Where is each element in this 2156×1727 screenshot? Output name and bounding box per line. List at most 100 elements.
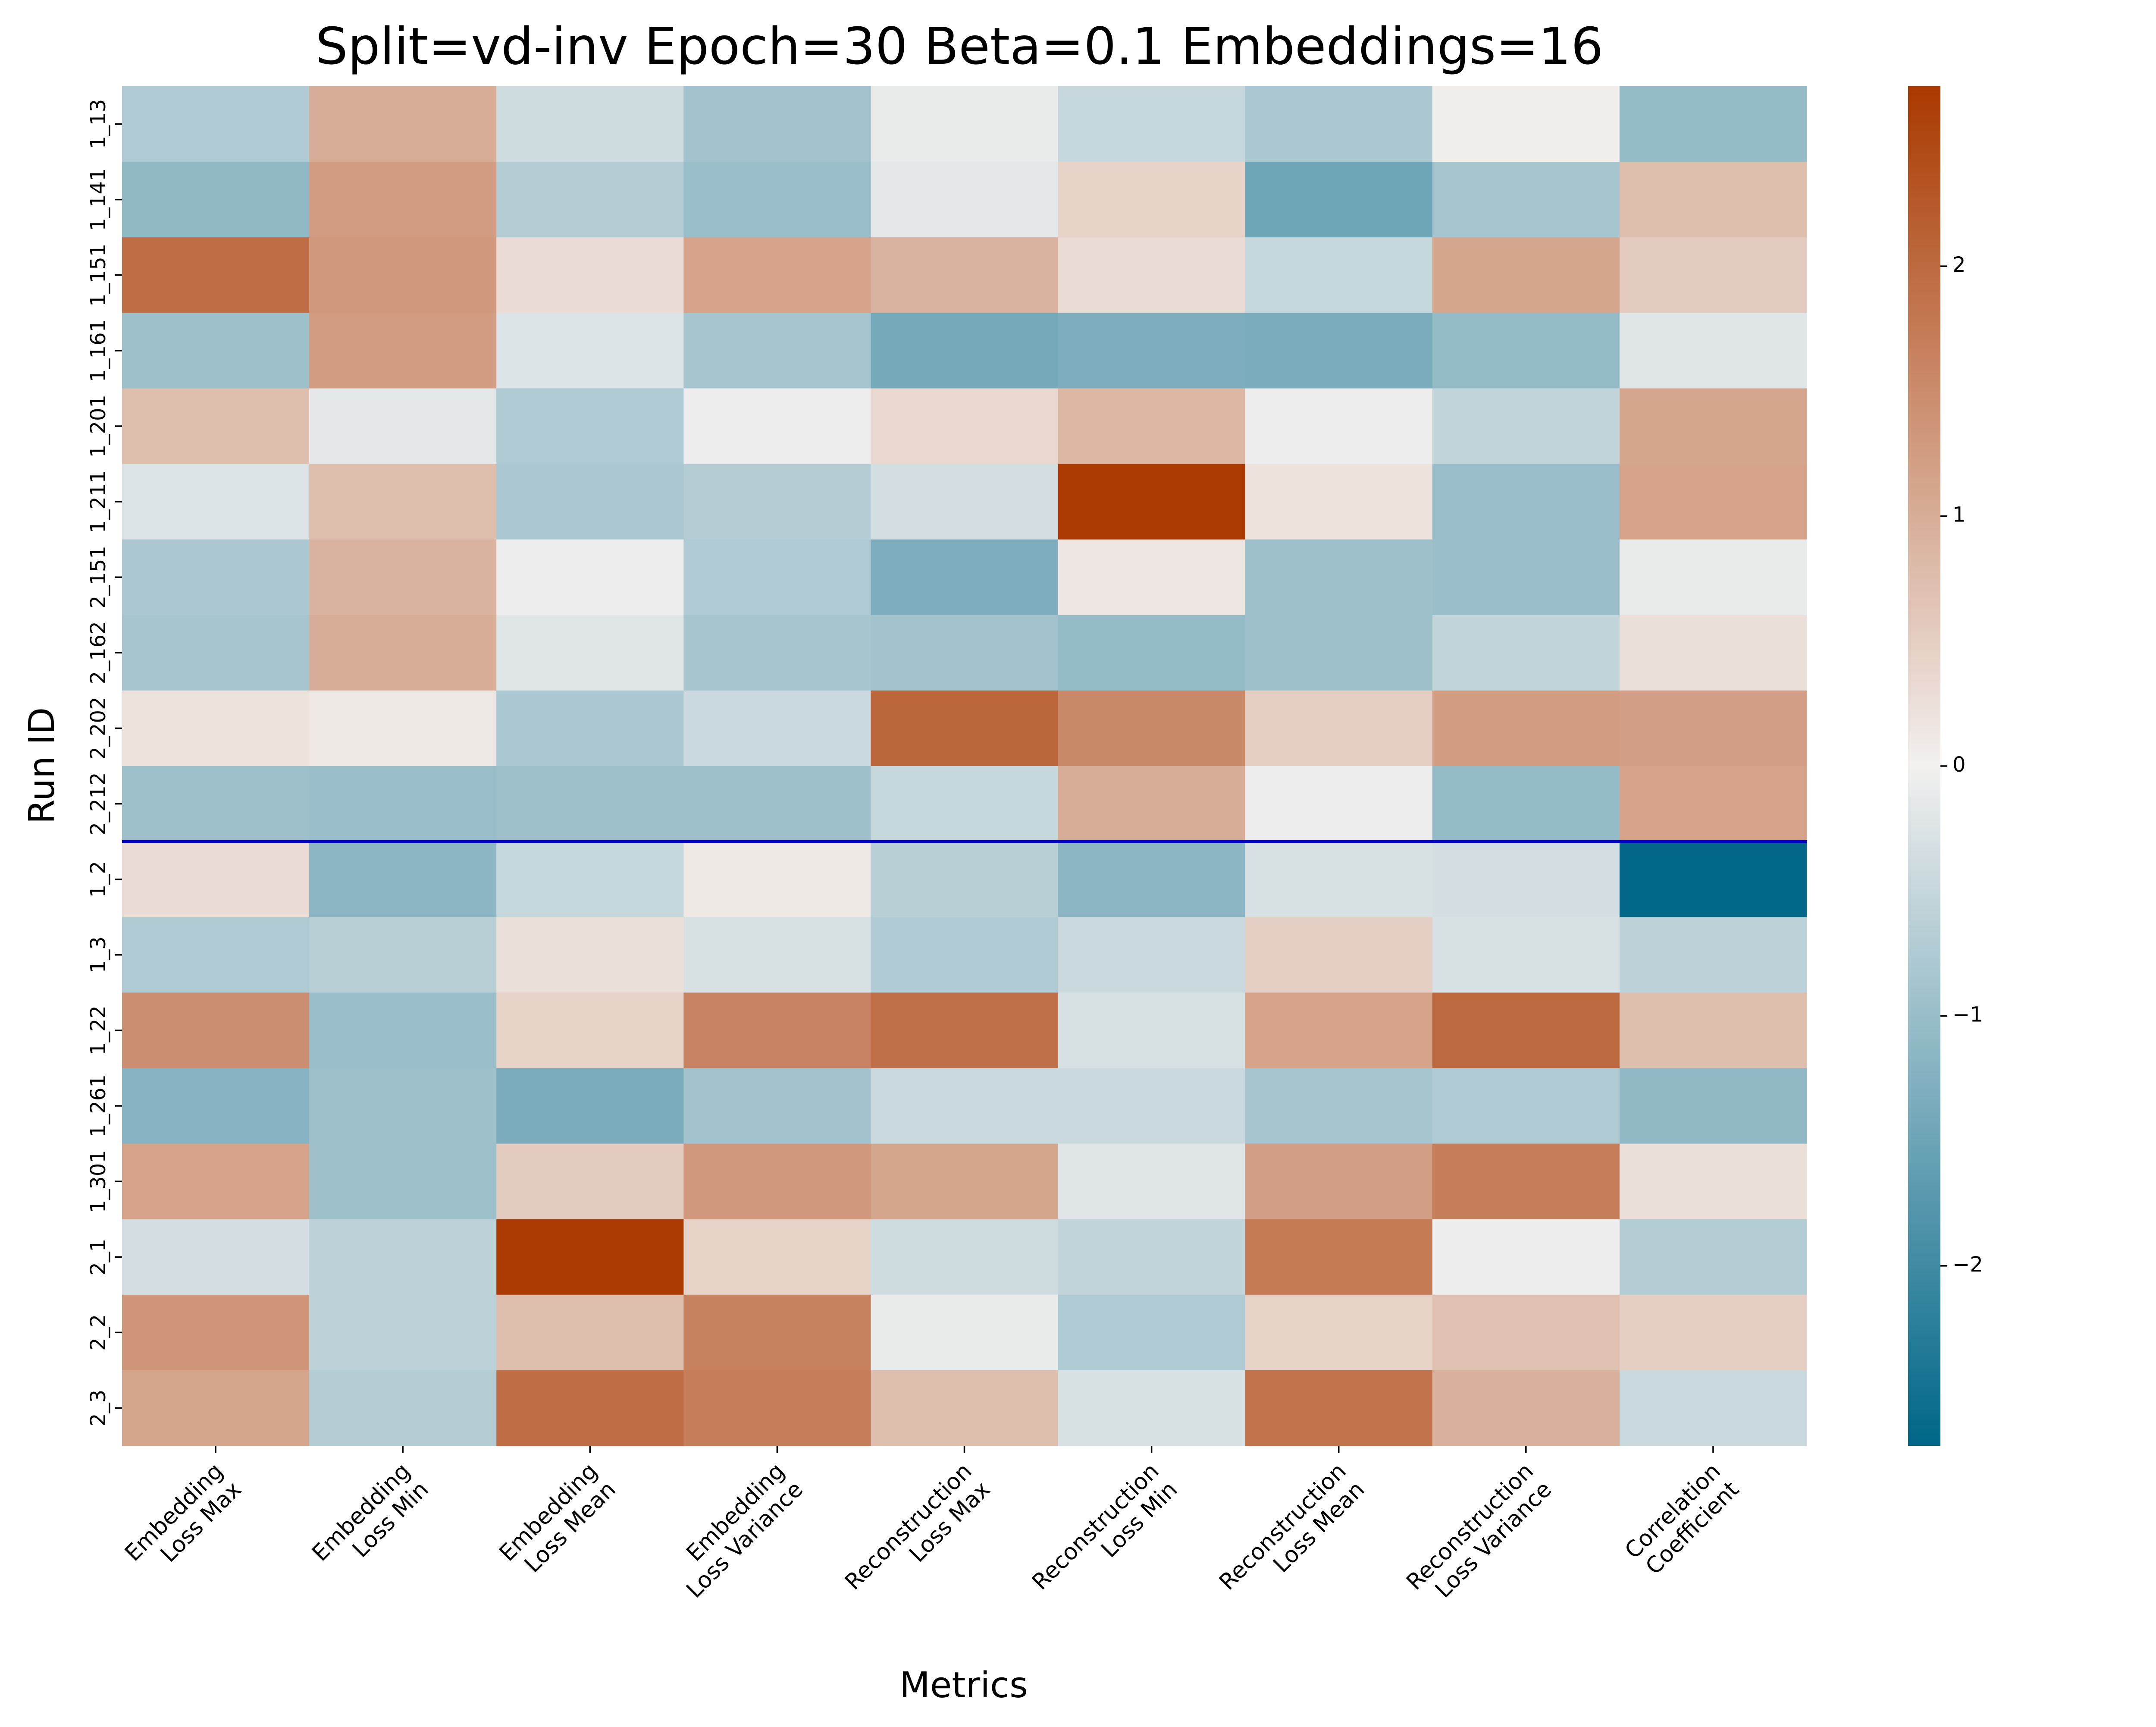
heatmap-cell [496,162,684,238]
heatmap-cell [122,388,310,465]
heatmap-cell [871,1370,1059,1446]
heatmap-cell [683,539,871,615]
heatmap-cell [1245,388,1433,465]
heatmap-cell [122,313,310,389]
heatmap-cell [1245,917,1433,993]
heatmap-cell [1058,313,1246,389]
heatmap-cell [1058,917,1246,993]
heatmap-cell [683,1294,871,1371]
heatmap-cell [1058,615,1246,691]
heatmap-cell [1245,237,1433,313]
heatmap-cell [496,388,684,465]
heatmap-cell [122,464,310,540]
x-tick-label: EmbeddingLoss Max [120,1458,246,1585]
heatmap-cell [1245,842,1433,917]
heatmap-cell [1245,1068,1433,1144]
heatmap-cell [1245,162,1433,238]
heatmap-cell [1432,1068,1620,1144]
heatmap-cell [871,1219,1059,1295]
heatmap-cell [871,842,1059,917]
heatmap-cell [122,237,310,313]
heatmap-cell [309,1219,497,1295]
heatmap-cell [683,842,871,917]
heatmap-cell [496,615,684,691]
heatmap-cell [1245,1370,1433,1446]
x-tick-label: CorrelationCoefficient [1620,1458,1744,1583]
y-tick-label: 2_2 [86,1314,110,1351]
heatmap-cell [496,1294,684,1371]
heatmap-cell [309,539,497,615]
heatmap-cell [1058,992,1246,1069]
heatmap-cell [1619,842,1807,917]
heatmap-cell [122,1294,310,1371]
heatmap-cell [496,842,684,917]
heatmap-cell [122,992,310,1069]
heatmap-cell [1058,86,1246,162]
heatmap-cell [871,917,1059,993]
heatmap-cell [496,464,684,540]
heatmap-cell [1245,1294,1433,1371]
y-tick-label: 2_3 [86,1390,110,1426]
heatmap-cell [122,162,310,238]
heatmap-cell [309,992,497,1069]
heatmap-cell [1245,1219,1433,1295]
heatmap-cell [1432,1294,1620,1371]
heatmap-cell [1619,615,1807,691]
heatmap-cell [871,237,1059,313]
heatmap-cell [309,1370,497,1446]
heatmap-cell [1432,1219,1620,1295]
heatmap-cell [871,992,1059,1069]
heatmap-cell [1245,313,1433,389]
heatmap-cell [683,1068,871,1144]
heatmap-cell [1245,992,1433,1069]
heatmap-cell [1619,1294,1807,1371]
heatmap-cells [122,86,1807,1446]
heatmap-cell [1432,842,1620,917]
heatmap-cell [1432,86,1620,162]
colorbar-gradient [1908,86,1940,1446]
colorbar-tick-label: 2 [1952,253,1966,277]
heatmap-cell [1619,766,1807,842]
y-axis-label: Run ID [22,707,63,824]
heatmap-cell [871,615,1059,691]
heatmap-cell [683,766,871,842]
heatmap-cell [871,1143,1059,1220]
heatmap-cell [1619,464,1807,540]
heatmap-cell [122,1143,310,1220]
heatmap-cell [1619,162,1807,238]
heatmap-cell [683,86,871,162]
heatmap-cell [1432,690,1620,766]
colorbar-tick-label: 0 [1952,753,1966,777]
heatmap-cell [496,766,684,842]
heatmap-cell [496,539,684,615]
heatmap-cell [309,1294,497,1371]
heatmap-cell [871,464,1059,540]
heatmap-cell [122,842,310,917]
heatmap-cell [1245,766,1433,842]
heatmap-cell [683,388,871,465]
colorbar-tick-label: −2 [1952,1253,1983,1277]
y-tick-label: 1_261 [86,1074,110,1137]
heatmap-cell [309,690,497,766]
heatmap-cell [1058,539,1246,615]
y-tick-label: 2_162 [86,621,110,684]
heatmap-cell [1619,539,1807,615]
heatmap-cell [683,1143,871,1220]
x-tick-label: EmbeddingLoss Mean [494,1458,620,1585]
heatmap-cell [1432,1370,1620,1446]
heatmap-cell [122,615,310,691]
heatmap-cell [1619,992,1807,1069]
heatmap-cell [871,162,1059,238]
heatmap-cell [122,917,310,993]
heatmap-cell [309,388,497,465]
y-tick-label: 1_301 [86,1150,110,1213]
heatmap-cell [871,539,1059,615]
heatmap-cell [1245,615,1433,691]
heatmap-cell [496,690,684,766]
y-tick-label: 2_1 [86,1239,110,1275]
heatmap-cell [309,313,497,389]
heatmap-cell [871,766,1059,842]
heatmap-cell [683,992,871,1069]
heatmap-cell [122,86,310,162]
